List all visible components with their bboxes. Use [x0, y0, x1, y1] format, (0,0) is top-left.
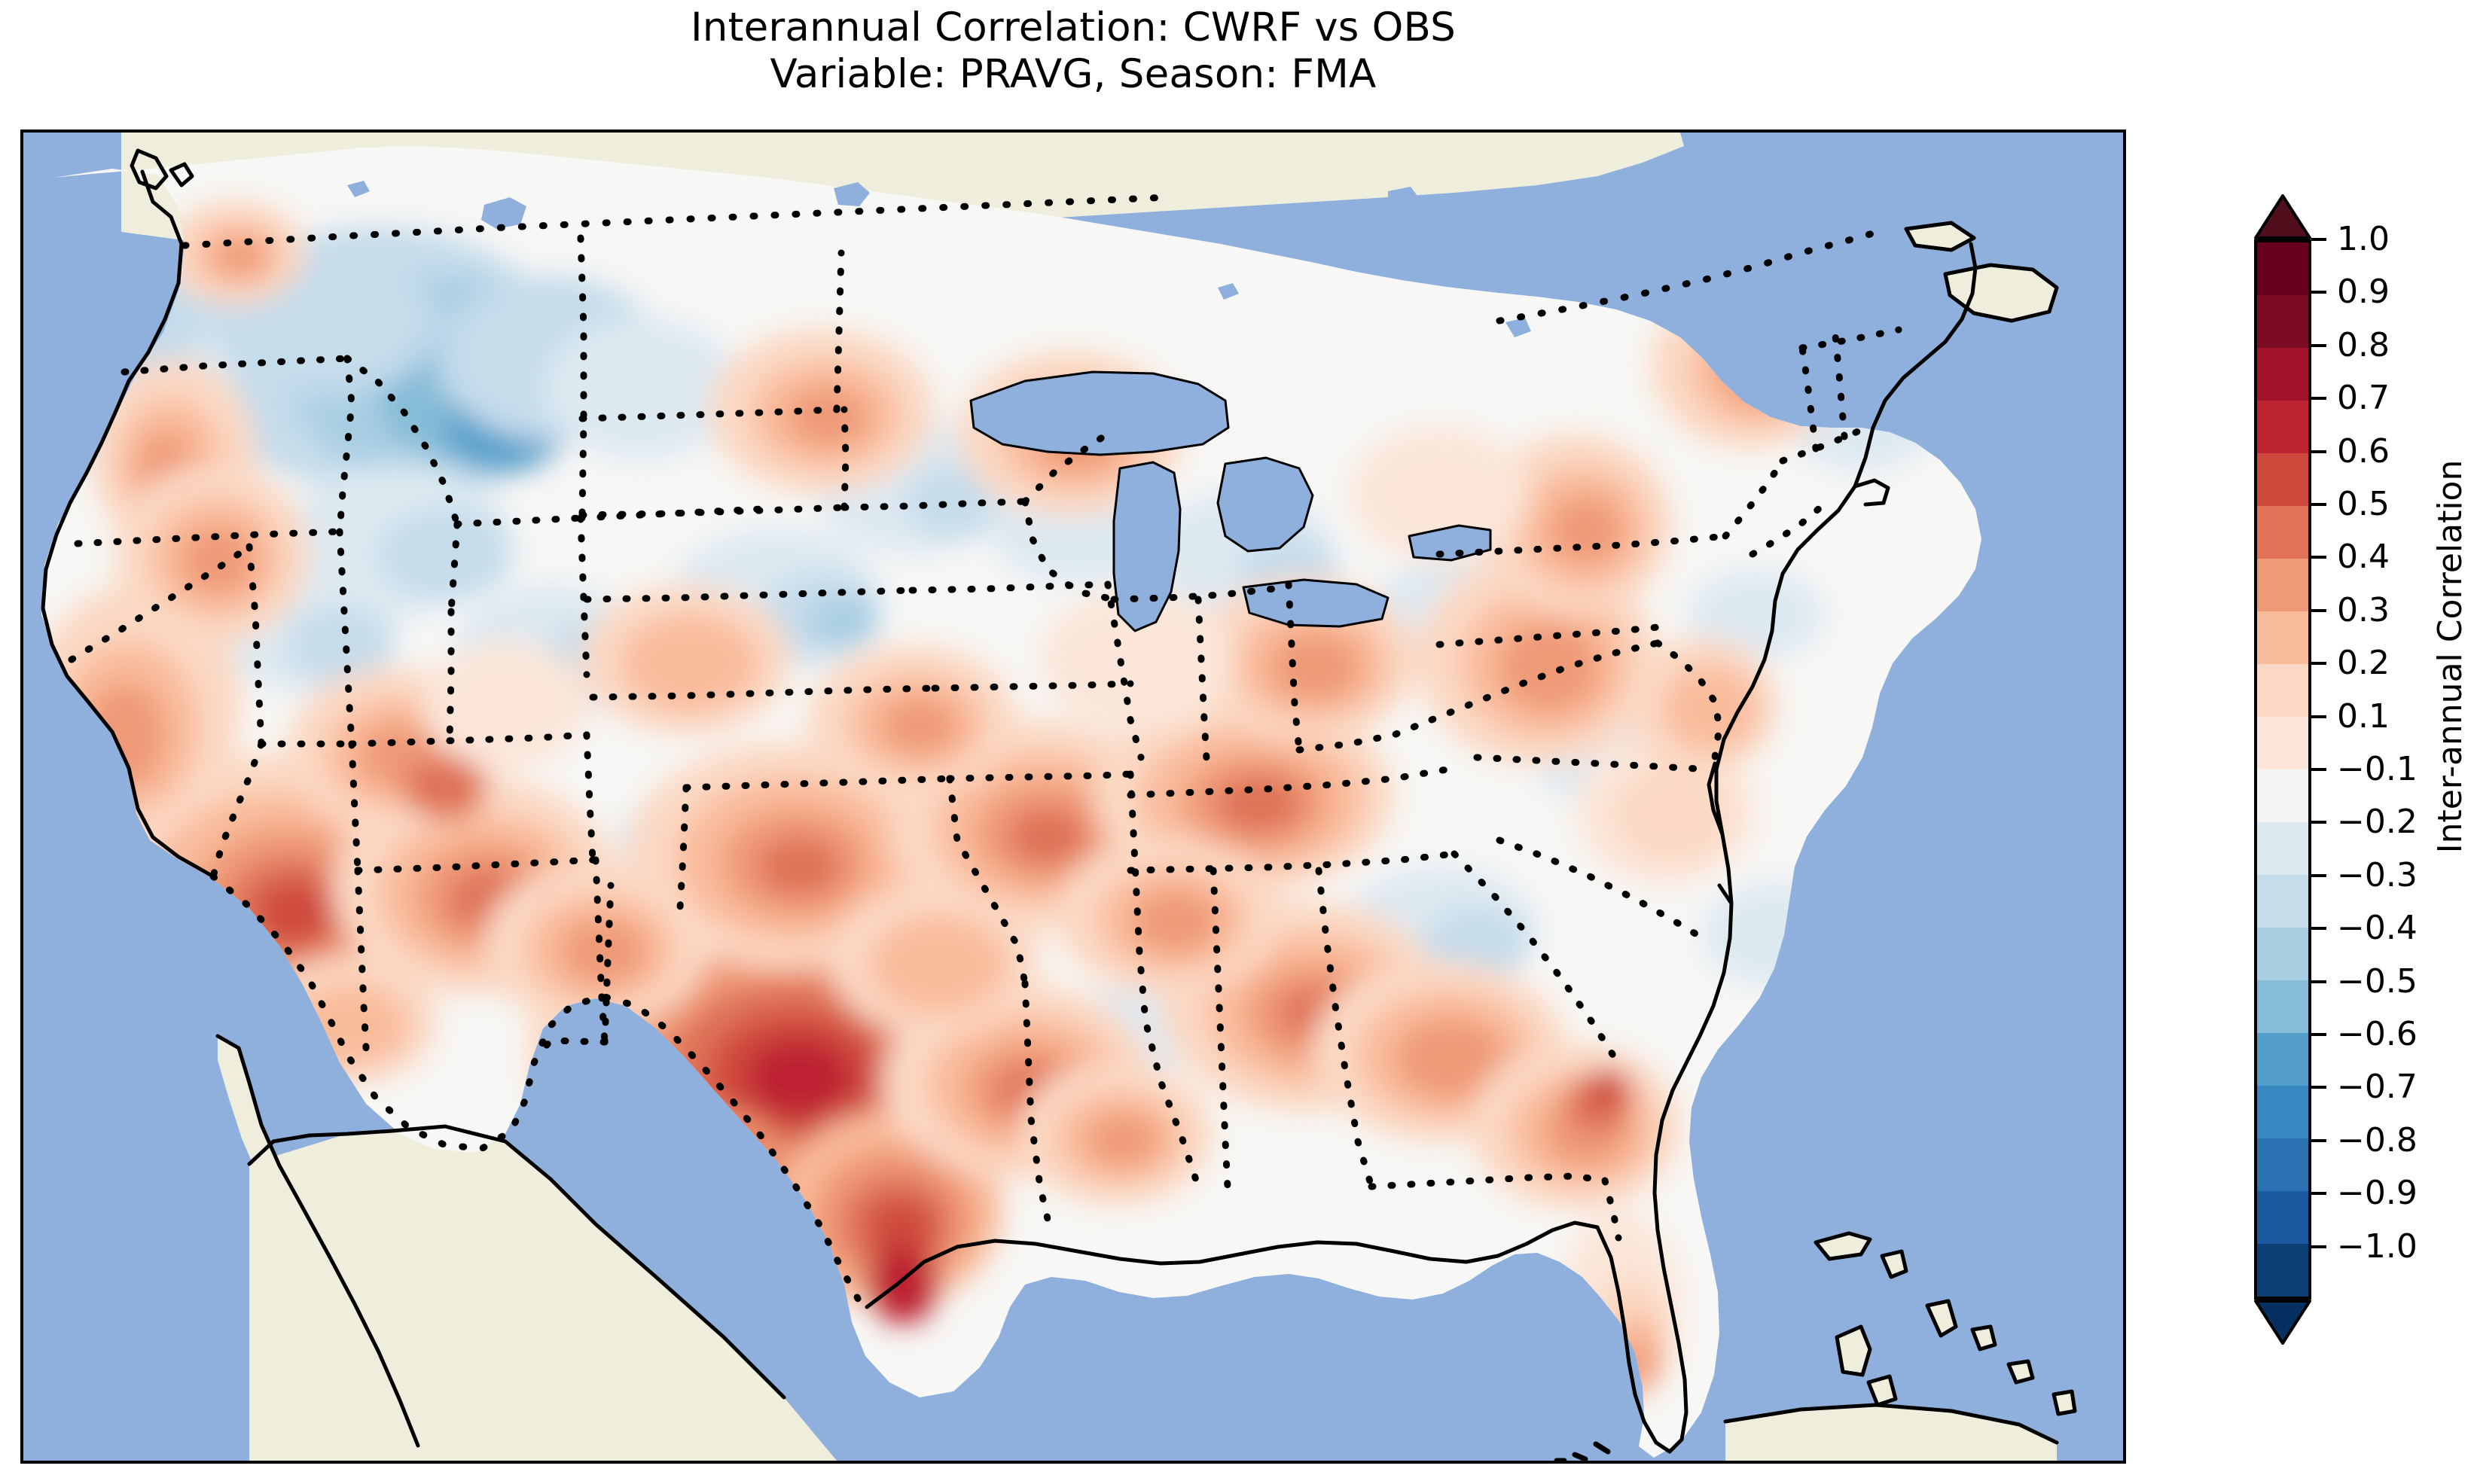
colorbar-tick-label: −1.0 [2337, 1227, 2418, 1266]
figure-title: Interannual Correlation: CWRF vs OBS Var… [0, 0, 2146, 98]
colorbar-tick-mark [2311, 503, 2326, 506]
lake-ontario [1409, 526, 1490, 560]
colorbar-band [2257, 506, 2308, 559]
colorbar-tick-mark [2311, 449, 2326, 453]
colorbar-tick-mark [2311, 238, 2326, 241]
colorbar-gradient [2254, 239, 2311, 1300]
colorbar-tick-mark [2311, 343, 2326, 347]
colorbar-band [2257, 822, 2308, 875]
colorbar-tick-mark [2311, 291, 2326, 294]
colorbar-tick-label: −0.4 [2337, 909, 2418, 948]
colorbar-tick-mark [2311, 662, 2326, 666]
lake-superior [971, 372, 1228, 455]
colorbar-tick-label: −0.1 [2337, 750, 2418, 788]
colorbar-band [2257, 1033, 2308, 1086]
colorbar-tick-label: 1.0 [2337, 220, 2390, 258]
colorbar-tick-label: −0.3 [2337, 855, 2418, 894]
border-us-canada-east [1496, 227, 1887, 325]
colorbar-tick-label: 0.1 [2337, 696, 2390, 736]
colorbar-tick-mark [2311, 556, 2326, 559]
colorbar-ticks: 1.0 0.9 0.8 0.7 0.6 0.5 0.4 0.3 0.2 0.1 −0.1 −0.2 −0… [2311, 220, 2469, 1300]
colorbar-band [2257, 242, 2308, 295]
colorbar-band [2257, 928, 2308, 980]
colorbar-band [2257, 980, 2308, 1033]
colorbar-tick-label: −0.7 [2337, 1068, 2418, 1107]
title-line-1: Interannual Correlation: CWRF vs OBS [690, 5, 1457, 50]
colorbar-axis-label: Inter-annual Correlation [2431, 459, 2469, 854]
colorbar-tick-mark [2311, 821, 2326, 824]
correlation-map [23, 133, 2123, 1461]
colorbar-band [2257, 1191, 2308, 1244]
border-us-mexico [209, 873, 865, 1308]
colorbar-tick-label: 0.7 [2337, 379, 2390, 418]
border-us-canada-west [181, 193, 1172, 249]
colorbar-band [2257, 1138, 2308, 1191]
colorbar-band [2257, 453, 2308, 506]
colorbar-tick-mark [2311, 980, 2326, 983]
colorbar-tick-mark [2311, 1192, 2326, 1196]
colorbar-band [2257, 1244, 2308, 1297]
colorbar-band [2257, 295, 2308, 348]
colorbar-band [2257, 348, 2308, 401]
colorbar-band [2257, 559, 2308, 611]
colorbar-tick-label: 0.4 [2337, 538, 2390, 577]
colorbar-tick-mark [2311, 608, 2326, 612]
state-borders [68, 234, 1902, 1242]
colorbar-tick-label: 0.9 [2337, 273, 2390, 312]
lake-michigan [1114, 462, 1180, 631]
colorbar-band [2257, 1086, 2308, 1138]
colorbar-tick-mark [2311, 1245, 2326, 1248]
colorbar-tick-mark [2311, 768, 2326, 771]
colorbar-tick-mark [2311, 1138, 2326, 1142]
colorbar-band [2257, 401, 2308, 453]
colorbar: 1.0 0.9 0.8 0.7 0.6 0.5 0.4 0.3 0.2 0.1 −0.1 −0.2 −0… [2252, 113, 2474, 1431]
colorbar-under-arrow [2254, 1300, 2311, 1345]
colorbar-tick-mark [2311, 927, 2326, 931]
political-borders [181, 193, 1887, 1308]
colorbar-tick-label: 0.5 [2337, 485, 2390, 523]
colorbar-band [2257, 664, 2308, 717]
colorbar-tick-label: −0.6 [2337, 1015, 2418, 1053]
lake-huron [1218, 458, 1313, 551]
colorbar-band [2257, 611, 2308, 664]
title-line-2: Variable: PRAVG, Season: FMA [770, 51, 1377, 97]
colorbar-tick-label: 0.8 [2337, 325, 2390, 364]
colorbar-band [2257, 875, 2308, 928]
colorbar-tick-label: −0.5 [2337, 961, 2418, 1001]
colorbar-tick-label: 0.6 [2337, 431, 2390, 471]
colorbar-tick-label: 0.3 [2337, 590, 2390, 629]
lake-erie [1243, 580, 1388, 626]
map-clip [23, 133, 2123, 1461]
colorbar-tick-mark [2311, 873, 2326, 877]
colorbar-tick-mark [2311, 715, 2326, 718]
colorbar-tick-mark [2311, 1033, 2326, 1036]
colorbar-tick-label: −0.2 [2337, 803, 2418, 842]
colorbar-band [2257, 717, 2308, 769]
colorbar-tick-mark [2311, 1086, 2326, 1089]
colorbar-over-arrow [2254, 194, 2311, 239]
map-panel [20, 130, 2126, 1464]
colorbar-tick-label: 0.2 [2337, 644, 2390, 683]
colorbar-tick-label: −0.9 [2337, 1174, 2418, 1213]
coastlines [41, 148, 2077, 1461]
great-lakes [347, 181, 1594, 631]
colorbar-tick-label: −0.8 [2337, 1120, 2418, 1159]
colorbar-tick-mark [2311, 397, 2326, 401]
colorbar-band [2257, 769, 2308, 822]
